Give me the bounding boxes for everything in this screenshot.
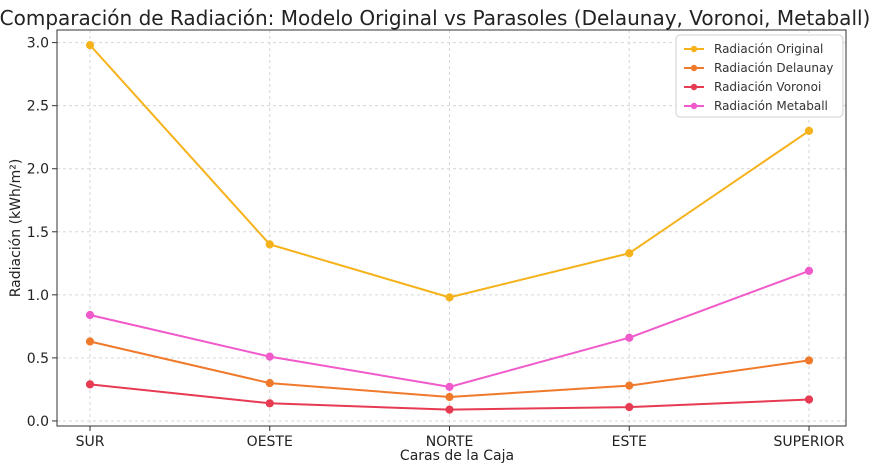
y-tick-label: 2.0: [27, 162, 49, 178]
series-point-1-1: [265, 379, 274, 388]
plot-frame: [56, 29, 847, 427]
y-tick-label: 0.5: [27, 351, 49, 367]
legend-marker-1: [690, 64, 698, 72]
legend-label-2: Radiación Voronoi: [714, 80, 821, 94]
series-point-3-3: [625, 333, 634, 342]
axis-layer: 0.0 0.5 1.0 1.5 2.0 2.5 3.0 SUR OESTE NORTE ESTE SU…: [27, 29, 847, 450]
series-point-1-2: [445, 392, 454, 402]
series-point-2-0: [85, 380, 95, 389]
legend-marker-2: [690, 83, 698, 91]
x-tick-label: NORTE: [426, 434, 474, 450]
series-point-0-4: [804, 126, 814, 135]
series-point-1-3: [625, 381, 634, 390]
x-tick-label: ESTE: [612, 434, 647, 450]
legend-label-3: Radiación Metaball: [714, 99, 828, 113]
y-tick-label: 1.0: [27, 288, 49, 304]
y-axis-label: Radiación (kWh/m²): [8, 159, 24, 298]
x-axis-label: Caras de la Caja: [400, 448, 514, 464]
y-tick-label: 2.5: [27, 99, 49, 115]
chart-title: Comparación de Radiación: Modelo Origina…: [0, 6, 870, 30]
legend-box: [675, 34, 844, 118]
series-point-2-4: [804, 395, 814, 404]
series-point-1-4: [804, 356, 814, 365]
series-point-2-2: [445, 405, 454, 414]
legend-marker-0: [690, 45, 698, 53]
legend: Radiación Original Radiación Delaunay Radi…: [675, 34, 844, 118]
series-point-0-0: [85, 41, 95, 50]
series-point-0-1: [265, 240, 274, 249]
series-point-0-3: [625, 249, 634, 258]
y-tick-label: 3.0: [27, 36, 49, 52]
series-point-2-1: [265, 399, 274, 408]
series-point-0-2: [445, 293, 454, 302]
x-tick-label: SUR: [76, 434, 105, 450]
series-layer: [85, 41, 814, 414]
x-tick-label: SUPERIOR: [773, 434, 844, 450]
legend-label-1: Radiación Delaunay: [714, 61, 833, 75]
x-tick-label: OESTE: [247, 434, 293, 450]
y-tick-label: 0.0: [27, 414, 49, 430]
series-point-3-0: [85, 310, 95, 320]
y-tick-label: 1.5: [27, 225, 49, 241]
series-point-3-4: [804, 266, 814, 275]
legend-label-0: Radiación Original: [714, 42, 823, 56]
series-point-2-3: [625, 402, 634, 412]
series-point-3-2: [445, 382, 454, 392]
legend-marker-3: [690, 102, 698, 110]
series-point-3-1: [265, 352, 274, 361]
series-point-1-0: [85, 337, 95, 346]
